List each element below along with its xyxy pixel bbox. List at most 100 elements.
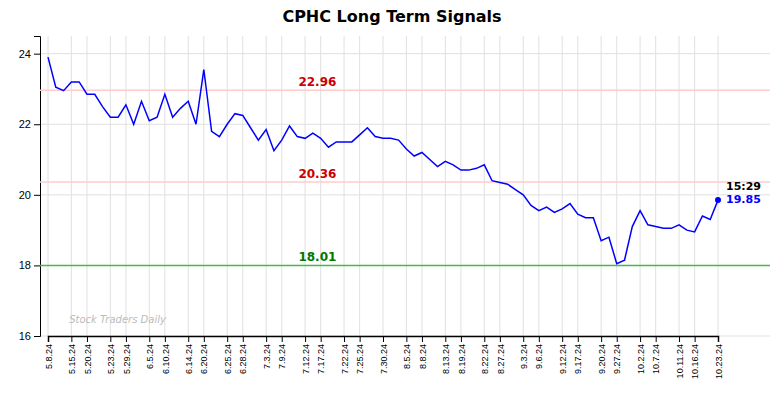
tick-mark (266, 336, 267, 342)
grid-line (188, 36, 189, 336)
tick-mark (204, 336, 205, 342)
tick: 8.13.24 (441, 336, 451, 374)
tick-mark (34, 54, 40, 55)
tick-label: 6.28.24 (238, 344, 248, 374)
tick: 5.20.24 (83, 336, 93, 374)
tick-label: 10.23.24 (714, 344, 724, 379)
grid-line (86, 36, 87, 336)
tick: 10.11.24 (675, 336, 685, 378)
grid-line (203, 36, 204, 336)
grid-line (164, 36, 165, 336)
tick-label: 8.19.24 (457, 344, 467, 374)
tick: 9.12.24 (558, 336, 568, 374)
reference-line (40, 181, 770, 183)
tick-mark (227, 336, 228, 342)
tick-label: 20 (19, 189, 31, 201)
tick-mark (243, 336, 244, 342)
tick-mark (601, 336, 602, 342)
grid-line (499, 36, 500, 336)
tick-mark (87, 336, 88, 342)
grid-line (40, 265, 770, 266)
tick-label: 7.22.24 (340, 344, 350, 374)
tick: 8.19.24 (457, 336, 467, 374)
tick-label: 9.6.24 (534, 344, 544, 369)
tick-label: 8.13.24 (441, 344, 451, 374)
annotations: 22.9620.3618.01Stock Traders Daily15:291… (69, 75, 761, 324)
tick: 6.28.24 (238, 336, 248, 374)
tick-label: 6.5.24 (145, 344, 155, 369)
tick-mark (445, 336, 446, 342)
tick-mark (305, 336, 306, 342)
tick-mark (718, 336, 719, 342)
grid-line (460, 36, 461, 336)
axis-line (49, 337, 719, 343)
grid-line (149, 36, 150, 336)
grid-line (640, 36, 641, 336)
grid-line (484, 36, 485, 336)
grid-line (655, 36, 656, 336)
grid-line (48, 36, 49, 336)
grid-line (577, 36, 578, 336)
tick-label: 6.10.24 (161, 344, 171, 374)
tick-label: 5.20.24 (83, 344, 93, 374)
tick-label: 6.20.24 (199, 344, 209, 374)
tick: 9.3.24 (519, 336, 529, 369)
tick-mark (695, 336, 696, 342)
tick-mark (282, 336, 283, 342)
tick-label: 9.12.24 (558, 344, 568, 374)
tick-mark (422, 336, 423, 342)
tick: 7.30.24 (379, 336, 389, 374)
tick: 10.7.24 (651, 336, 661, 374)
grid-line (562, 36, 563, 336)
tick-mark (461, 336, 462, 342)
tick: 6.25.24 (223, 336, 233, 374)
grid-line (227, 36, 228, 336)
tick-mark (578, 336, 579, 342)
plot-area (40, 57, 770, 265)
tick-label: 8.22.24 (480, 344, 490, 374)
last-label: 19.85 (726, 193, 761, 206)
tick-label: 24 (19, 48, 31, 60)
axis-line (34, 37, 41, 337)
tick-mark (617, 336, 618, 342)
tick-label: 8.27.24 (496, 344, 506, 374)
x-axis: 5.8.245.15.245.20.245.23.245.29.246.5.24… (44, 336, 724, 379)
tick-label: 7.3.24 (262, 344, 272, 369)
tick: 20 (19, 189, 40, 201)
tick-label: 7.9.24 (277, 344, 287, 369)
tick: 7.17.24 (316, 336, 326, 374)
tick: 6.14.24 (184, 336, 194, 374)
tick-label: 5.23.24 (106, 344, 116, 374)
tick-label: 10.11.24 (675, 344, 685, 378)
tick: 5.29.24 (122, 336, 132, 374)
tick-label: 5.8.24 (44, 344, 54, 369)
grid-line (344, 36, 345, 336)
tick-mark (406, 336, 407, 342)
tick-label: 10.2.24 (636, 344, 646, 374)
tick-mark (149, 336, 150, 342)
grid-line (616, 36, 617, 336)
tick: 7.25.24 (355, 336, 365, 374)
tick-label: 8.8.24 (418, 344, 428, 369)
grid-line (71, 36, 72, 336)
grid-line (359, 36, 360, 336)
chart: CPHC Long Term Signals16182022245.8.245.… (0, 0, 784, 398)
tick: 8.5.24 (402, 336, 412, 369)
tick-label: 7.12.24 (301, 344, 311, 374)
tick: 7.9.24 (277, 336, 287, 369)
tick-label: 9.17.24 (573, 344, 583, 374)
last-label: 15:29 (726, 180, 761, 193)
tick: 22 (19, 118, 40, 130)
grid-line (694, 36, 695, 336)
tick: 16 (19, 330, 40, 342)
tick: 7.12.24 (301, 336, 311, 374)
tick-label: 7.25.24 (355, 344, 365, 374)
tick-mark (321, 336, 322, 342)
tick-label: 7.30.24 (379, 344, 389, 374)
tick: 5.8.24 (44, 336, 54, 369)
grid-line (110, 36, 111, 336)
tick-mark (34, 265, 40, 266)
tick-mark (34, 336, 40, 337)
tick: 6.20.24 (199, 336, 209, 374)
tick: 9.17.24 (573, 336, 583, 374)
